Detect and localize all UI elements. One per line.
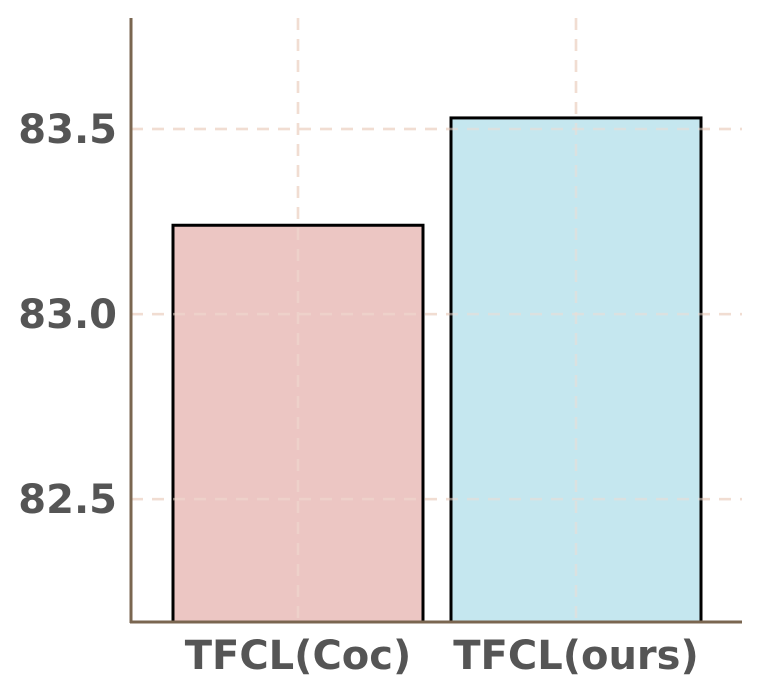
y-tick-label: 83.0 [18, 292, 117, 338]
bars [171, 116, 703, 624]
x-tick-label: TFCL(Coc) [185, 633, 412, 679]
x-tick-label: TFCL(ours) [453, 633, 699, 679]
y-tick-label: 82.5 [18, 477, 117, 523]
y-tick-label: 83.5 [18, 107, 117, 153]
